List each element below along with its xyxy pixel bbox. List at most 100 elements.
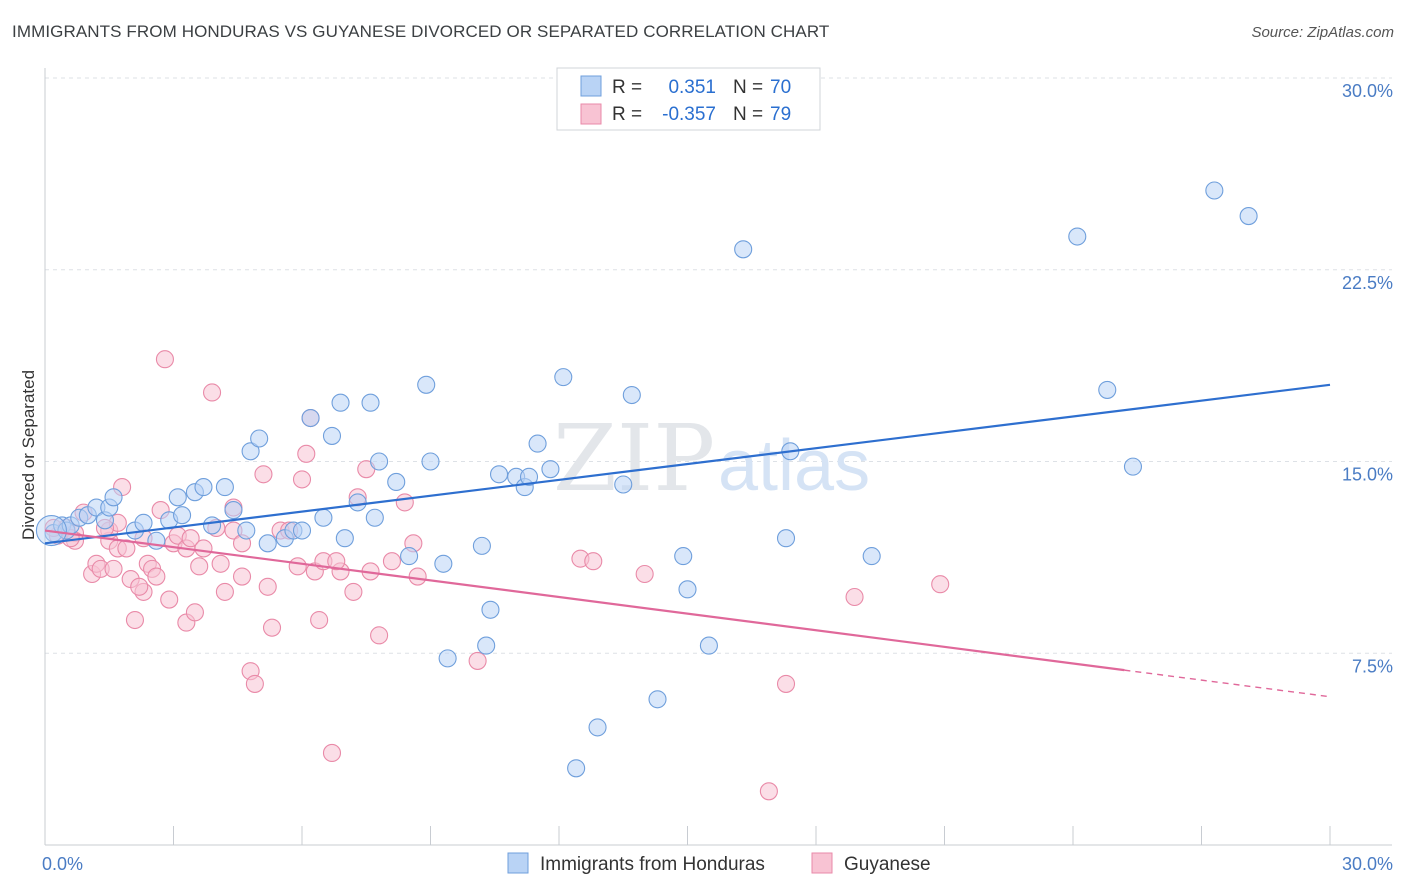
data-point: [421, 452, 440, 471]
series-label-guyanese: Guyanese: [844, 854, 931, 875]
data-point: [554, 368, 573, 387]
data-point: [215, 478, 234, 497]
legend-n-label: N =: [733, 77, 763, 98]
data-point: [331, 393, 350, 412]
data-point: [254, 465, 273, 484]
data-point: [468, 651, 487, 670]
trend-line-extension: [1124, 669, 1331, 698]
data-point: [588, 718, 607, 737]
y-axis-label: Divorced or Separated: [19, 370, 38, 540]
x-tick-label: 30.0%: [1342, 854, 1393, 874]
series-label-honduras: Immigrants from Honduras: [540, 854, 765, 875]
data-point: [241, 442, 260, 461]
data-point: [361, 393, 380, 412]
data-point: [1239, 207, 1258, 226]
data-point: [147, 567, 166, 586]
data-point: [776, 674, 796, 693]
data-point: [365, 508, 384, 527]
data-point: [327, 552, 346, 571]
trend-lines: [44, 383, 1331, 698]
data-point: [262, 618, 282, 637]
legend-r-label: R =: [612, 104, 642, 125]
legend-r-label: R =: [612, 77, 642, 98]
data-point: [776, 529, 796, 548]
data-point: [434, 554, 453, 573]
grid-lines: [45, 77, 1392, 654]
legend-r-value: -0.357: [662, 104, 716, 125]
data-point: [489, 465, 509, 484]
data-point: [635, 564, 654, 584]
data-point: [314, 508, 333, 527]
data-point: [173, 506, 192, 525]
data-point: [1098, 380, 1117, 399]
data-point: [185, 603, 204, 622]
data-point: [1123, 457, 1143, 476]
data-point: [931, 575, 950, 594]
data-point: [288, 557, 307, 576]
y-tick-label: 7.5%: [1352, 656, 1393, 676]
correlation-legend: R = 0.351 N = 70 R = -0.357 N = 79: [556, 67, 821, 131]
data-point: [614, 475, 633, 494]
data-point: [134, 513, 153, 532]
data-point: [674, 547, 693, 566]
data-point: [699, 636, 718, 655]
data-point: [519, 467, 539, 486]
data-point: [348, 493, 367, 512]
data-point: [130, 577, 149, 596]
legend-swatch-blue: [580, 75, 602, 97]
data-point: [382, 552, 402, 571]
data-point: [250, 429, 269, 448]
data-point: [125, 610, 144, 630]
data-point: [472, 536, 491, 555]
series-legend: Immigrants from Honduras Guyanese: [507, 852, 931, 875]
trend-line: [44, 383, 1331, 545]
data-point: [258, 534, 277, 553]
watermark: ZIP atlas: [553, 405, 870, 512]
data-point: [194, 539, 213, 558]
tick-labels: 7.5% 15.0% 22.5% 30.0% 0.0% 30.0%: [42, 81, 1393, 874]
data-point: [678, 580, 697, 599]
data-point: [387, 472, 406, 492]
data-point: [155, 350, 174, 369]
data-point: [417, 375, 436, 394]
x-tick-label: 0.0%: [42, 854, 83, 874]
data-point: [292, 521, 312, 540]
legend-swatch-pink: [580, 103, 602, 125]
chart-source: Source: ZipAtlas.com: [1251, 24, 1394, 41]
data-point: [211, 554, 230, 573]
data-point: [104, 559, 123, 578]
y-tick-label: 22.5%: [1342, 273, 1393, 293]
data-point: [224, 501, 243, 520]
data-point: [190, 557, 209, 576]
data-point: [168, 488, 187, 507]
data-point: [862, 547, 881, 566]
data-point: [622, 385, 641, 405]
data-point: [438, 649, 457, 668]
data-point: [160, 590, 179, 609]
data-point: [408, 567, 427, 586]
data-point: [117, 539, 136, 558]
data-point: [734, 240, 753, 259]
data-point: [292, 470, 312, 489]
data-point: [584, 552, 603, 571]
series-swatch-honduras: [507, 852, 529, 874]
legend-r-value: 0.351: [668, 77, 716, 98]
data-point: [845, 587, 864, 607]
chart-title: IMMIGRANTS FROM HONDURAS VS GUYANESE DIV…: [12, 22, 830, 41]
data-point: [477, 636, 496, 655]
data-point: [215, 582, 234, 601]
watermark-atlas: atlas: [718, 426, 870, 506]
legend-n-value: 70: [770, 77, 791, 98]
data-point: [370, 626, 389, 645]
data-point: [194, 478, 213, 497]
watermark-zip: ZIP: [553, 405, 715, 512]
data-point: [104, 488, 123, 507]
data-point: [322, 426, 342, 445]
data-point: [528, 434, 547, 453]
data-point: [395, 493, 414, 512]
data-point: [1068, 227, 1087, 246]
data-point: [232, 567, 252, 586]
data-point: [237, 521, 256, 540]
y-tick-label: 15.0%: [1342, 465, 1393, 485]
